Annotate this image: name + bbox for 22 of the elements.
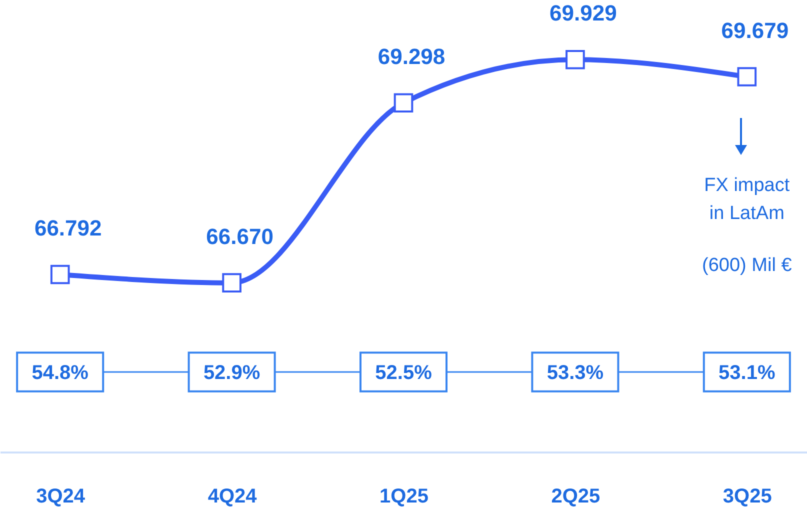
- point: [566, 50, 585, 70]
- data-label: 66.670: [206, 224, 274, 249]
- data-label: 53.1%: [718, 362, 776, 384]
- data-label: 69.929: [550, 0, 617, 26]
- data-label: 52.5%: [375, 362, 432, 384]
- data-label: 53.3%: [546, 362, 604, 384]
- point: [394, 93, 414, 113]
- point: [50, 264, 70, 284]
- annotation: FX impact in LatAm: [704, 175, 790, 224]
- data-label: 52.9%: [203, 362, 260, 384]
- annotation: (600) Mil €: [702, 255, 792, 276]
- data-label: 69.679: [721, 18, 789, 43]
- point: [737, 67, 757, 86]
- x-tick-label: 2Q25: [551, 486, 600, 508]
- data-label: 66.792: [34, 215, 102, 240]
- point: [222, 273, 242, 293]
- x-tick-label: 1Q25: [380, 486, 428, 508]
- x-tick-label: 3Q25: [722, 486, 772, 508]
- data-label: 69.298: [378, 44, 446, 69]
- x-tick-label: 4Q24: [208, 486, 258, 508]
- data-label: 54.8%: [32, 362, 89, 384]
- x-tick-label: 3Q24: [36, 486, 86, 508]
